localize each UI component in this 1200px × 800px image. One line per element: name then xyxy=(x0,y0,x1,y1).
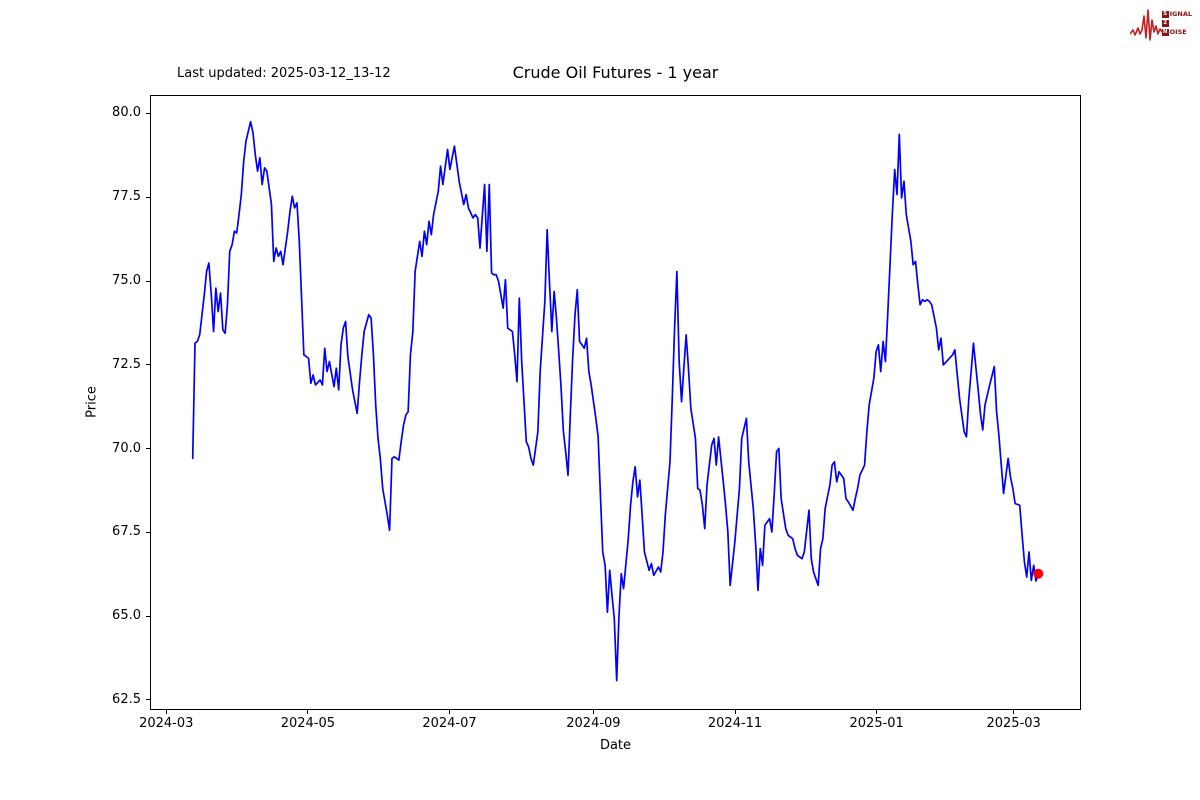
signal2noise-logo: S IGNAL 2 N OISE xyxy=(1130,5,1192,47)
y-axis-label: Price xyxy=(84,386,100,418)
y-tick-mark xyxy=(146,531,150,533)
logo-box-2: 2 xyxy=(1161,19,1169,27)
price-chart xyxy=(191,120,1044,682)
last-updated-text: Last updated: 2025-03-12_13-12 xyxy=(177,66,391,81)
x-tick-label: 2024-11 xyxy=(707,716,763,731)
y-tick-label: 65.0 xyxy=(112,608,141,624)
x-tick-mark xyxy=(592,710,594,714)
logo-word-oise: OISE xyxy=(1169,28,1187,36)
y-tick-mark xyxy=(146,364,150,366)
waveform-icon xyxy=(1130,9,1167,41)
logo-box-s: S xyxy=(1161,10,1169,18)
y-tick-mark xyxy=(146,112,150,114)
x-tick-mark xyxy=(165,710,167,714)
x-tick-mark xyxy=(307,710,309,714)
y-tick-label: 70.0 xyxy=(112,440,141,456)
logo-box-n: N xyxy=(1161,28,1169,36)
chart-title: Crude Oil Futures - 1 year xyxy=(512,63,719,82)
y-tick-label: 67.5 xyxy=(112,524,141,540)
y-tick-label: 75.0 xyxy=(112,273,141,288)
y-tick-mark xyxy=(146,448,150,450)
y-tick-mark xyxy=(146,280,150,282)
logo-line-signal: S IGNAL xyxy=(1161,10,1192,19)
x-tick-label: 2024-09 xyxy=(566,716,621,731)
y-tick-label: 72.5 xyxy=(112,356,141,372)
last-price-dot xyxy=(1033,568,1044,579)
x-tick-label: 2024-07 xyxy=(422,716,477,731)
price-line xyxy=(191,120,1040,682)
x-tick-label: 2024-03 xyxy=(139,716,194,731)
logo-text: S IGNAL 2 N OISE xyxy=(1161,10,1192,37)
logo-word-ignal: IGNAL xyxy=(1169,10,1192,18)
logo-line-noise: N OISE xyxy=(1161,28,1192,37)
x-tick-label: 2024-05 xyxy=(280,716,336,731)
y-tick-mark xyxy=(146,196,150,198)
plot-area xyxy=(150,95,1081,710)
y-tick-label: 80.0 xyxy=(112,105,141,121)
logo-line-2: 2 xyxy=(1161,19,1192,28)
y-tick-mark xyxy=(146,699,150,701)
x-tick-mark xyxy=(876,710,878,714)
x-tick-mark xyxy=(448,710,450,714)
x-tick-label: 2025-03 xyxy=(986,716,1041,731)
x-tick-mark xyxy=(734,710,736,714)
y-tick-mark xyxy=(146,615,150,617)
y-tick-label: 77.5 xyxy=(112,189,141,205)
x-tick-label: 2025-01 xyxy=(849,716,904,731)
y-tick-label: 62.5 xyxy=(112,691,141,707)
x-tick-mark xyxy=(1013,710,1015,714)
x-axis-label: Date xyxy=(599,738,632,753)
